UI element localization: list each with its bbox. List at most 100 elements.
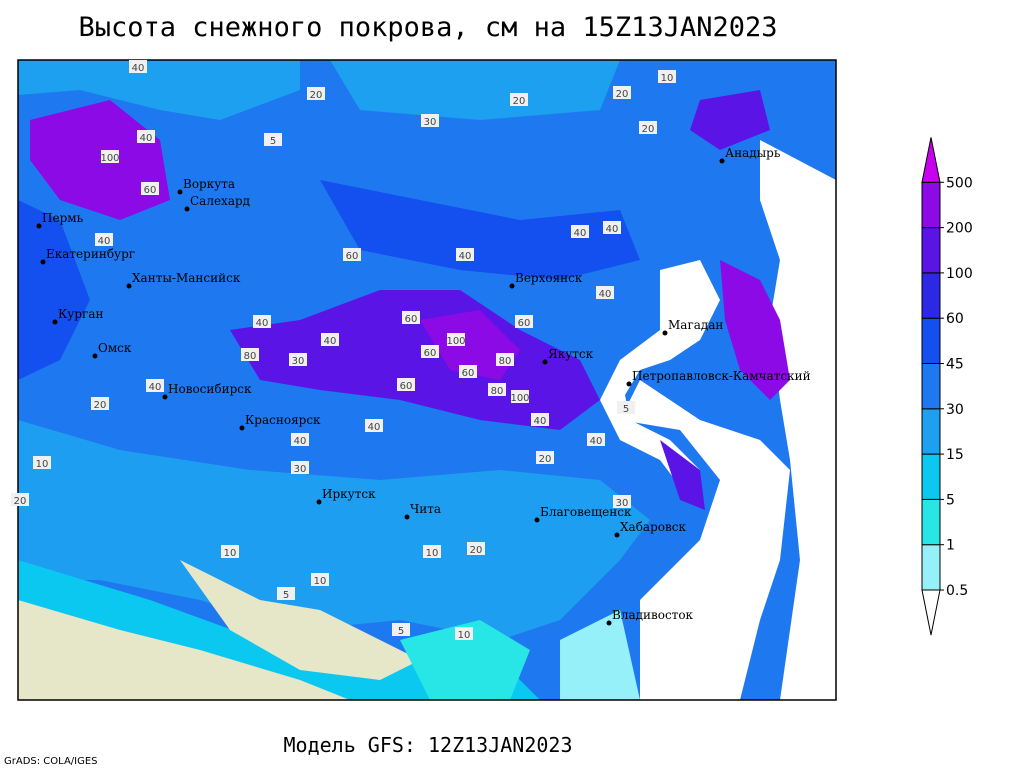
city-name: Якутск <box>548 347 594 361</box>
contour-label-box <box>596 286 614 299</box>
map-frame <box>17 59 837 701</box>
legend-label: 30 <box>946 402 964 418</box>
contour-label-box <box>141 182 159 195</box>
contour-label: 20 <box>539 454 552 465</box>
city-dot <box>184 206 190 212</box>
contour-label: 5 <box>283 590 289 601</box>
city-name: Чита <box>410 502 441 516</box>
contour-label: 20 <box>616 89 629 100</box>
contour-label-box <box>467 542 485 555</box>
city-dot <box>316 499 322 505</box>
contour-label-box <box>392 623 410 636</box>
contour-label-box <box>129 60 147 73</box>
contour-label: 30 <box>292 356 305 367</box>
city-dot <box>534 517 540 523</box>
legend-swatch <box>921 544 941 591</box>
legend-label: 500 <box>946 175 973 191</box>
city-name: Курган <box>58 307 103 321</box>
contour-label: 20 <box>642 124 655 135</box>
legend-swatch <box>921 272 941 319</box>
contour-label-box <box>277 587 295 600</box>
contour-label: 60 <box>346 251 359 262</box>
contour-label: 80 <box>499 356 512 367</box>
contour-label: 40 <box>98 236 111 247</box>
city-name: Иркутск <box>322 487 376 501</box>
legend-label: 100 <box>946 266 973 282</box>
contour-label-box <box>421 114 439 127</box>
contour-label: 40 <box>149 382 162 393</box>
legend-low <box>921 589 941 636</box>
city-dot <box>662 330 668 336</box>
contour-label: 40 <box>368 422 381 433</box>
contour-label: 10 <box>661 73 674 84</box>
contour-label-box <box>511 390 529 403</box>
city-name: Магадан <box>668 318 723 332</box>
contour-label-box <box>307 87 325 100</box>
contour-label-box <box>510 93 528 106</box>
contour-label: 60 <box>144 185 157 196</box>
city-name: Воркута <box>183 177 235 191</box>
model-caption: Модель GFS: 12Z13JAN2023 <box>284 733 573 757</box>
contour-label-box <box>264 133 282 146</box>
contour-label: 5 <box>398 626 404 637</box>
city-name: Петропавловск-Камчатский <box>632 369 811 383</box>
contour-label-box <box>421 345 439 358</box>
contour-label-box <box>496 353 514 366</box>
contour-label-box <box>402 311 420 324</box>
contour-label-box <box>658 70 676 83</box>
contour-label-box <box>289 353 307 366</box>
contour-label-box <box>397 378 415 391</box>
city-dot <box>52 319 58 325</box>
contour-label: 80 <box>491 386 504 397</box>
city-name: Красноярск <box>245 413 321 427</box>
contour-label-box <box>95 233 113 246</box>
contour-label: 20 <box>94 400 107 411</box>
city-name: Омск <box>98 341 132 355</box>
contour-label: 5 <box>270 136 276 147</box>
contour-label-box <box>459 365 477 378</box>
city-dot <box>92 353 98 359</box>
contour-label: 20 <box>310 90 323 101</box>
contour-label-box <box>91 397 109 410</box>
legend-label: 200 <box>946 221 973 237</box>
city-dot <box>126 283 132 289</box>
city-name: Новосибирск <box>168 382 252 396</box>
contour-label: 30 <box>294 464 307 475</box>
city-dot <box>606 620 612 626</box>
contour-label-box <box>603 221 621 234</box>
city-dot <box>162 394 168 400</box>
contour-label: 20 <box>470 545 483 556</box>
city-name: Салехард <box>190 194 250 208</box>
contour-label: 10 <box>314 576 327 587</box>
contour-label: 10 <box>426 548 439 559</box>
contour-label-box <box>617 401 635 414</box>
contour-label: 10 <box>458 630 471 641</box>
contour-label: 20 <box>14 496 27 507</box>
contour-label-box <box>613 495 631 508</box>
contour-label: 40 <box>132 63 145 74</box>
contour-label: 40 <box>574 228 587 239</box>
contour-label: 40 <box>534 416 547 427</box>
contour-label: 30 <box>616 498 629 509</box>
contour-label-box <box>447 333 465 346</box>
contour-label: 100 <box>446 336 465 347</box>
contour-label-box <box>515 315 533 328</box>
city-dot <box>542 359 548 365</box>
legend-label: 1 <box>946 538 955 554</box>
legend-label: 5 <box>946 492 955 508</box>
contour-label: 40 <box>256 318 269 329</box>
contour-label-box <box>488 383 506 396</box>
contour-label: 60 <box>405 314 418 325</box>
contour-label-box <box>321 333 339 346</box>
city-dot <box>40 259 46 265</box>
contour-label-box <box>146 379 164 392</box>
city-dot <box>239 425 245 431</box>
legend-swatch <box>921 408 941 455</box>
legend-swatch <box>921 317 941 365</box>
legend-label: 15 <box>946 447 964 463</box>
city-name: Хабаровск <box>620 520 686 534</box>
contour-label-box <box>365 419 383 432</box>
city-dot <box>614 532 620 538</box>
city-dot <box>509 283 515 289</box>
contour-label-box <box>33 456 51 469</box>
